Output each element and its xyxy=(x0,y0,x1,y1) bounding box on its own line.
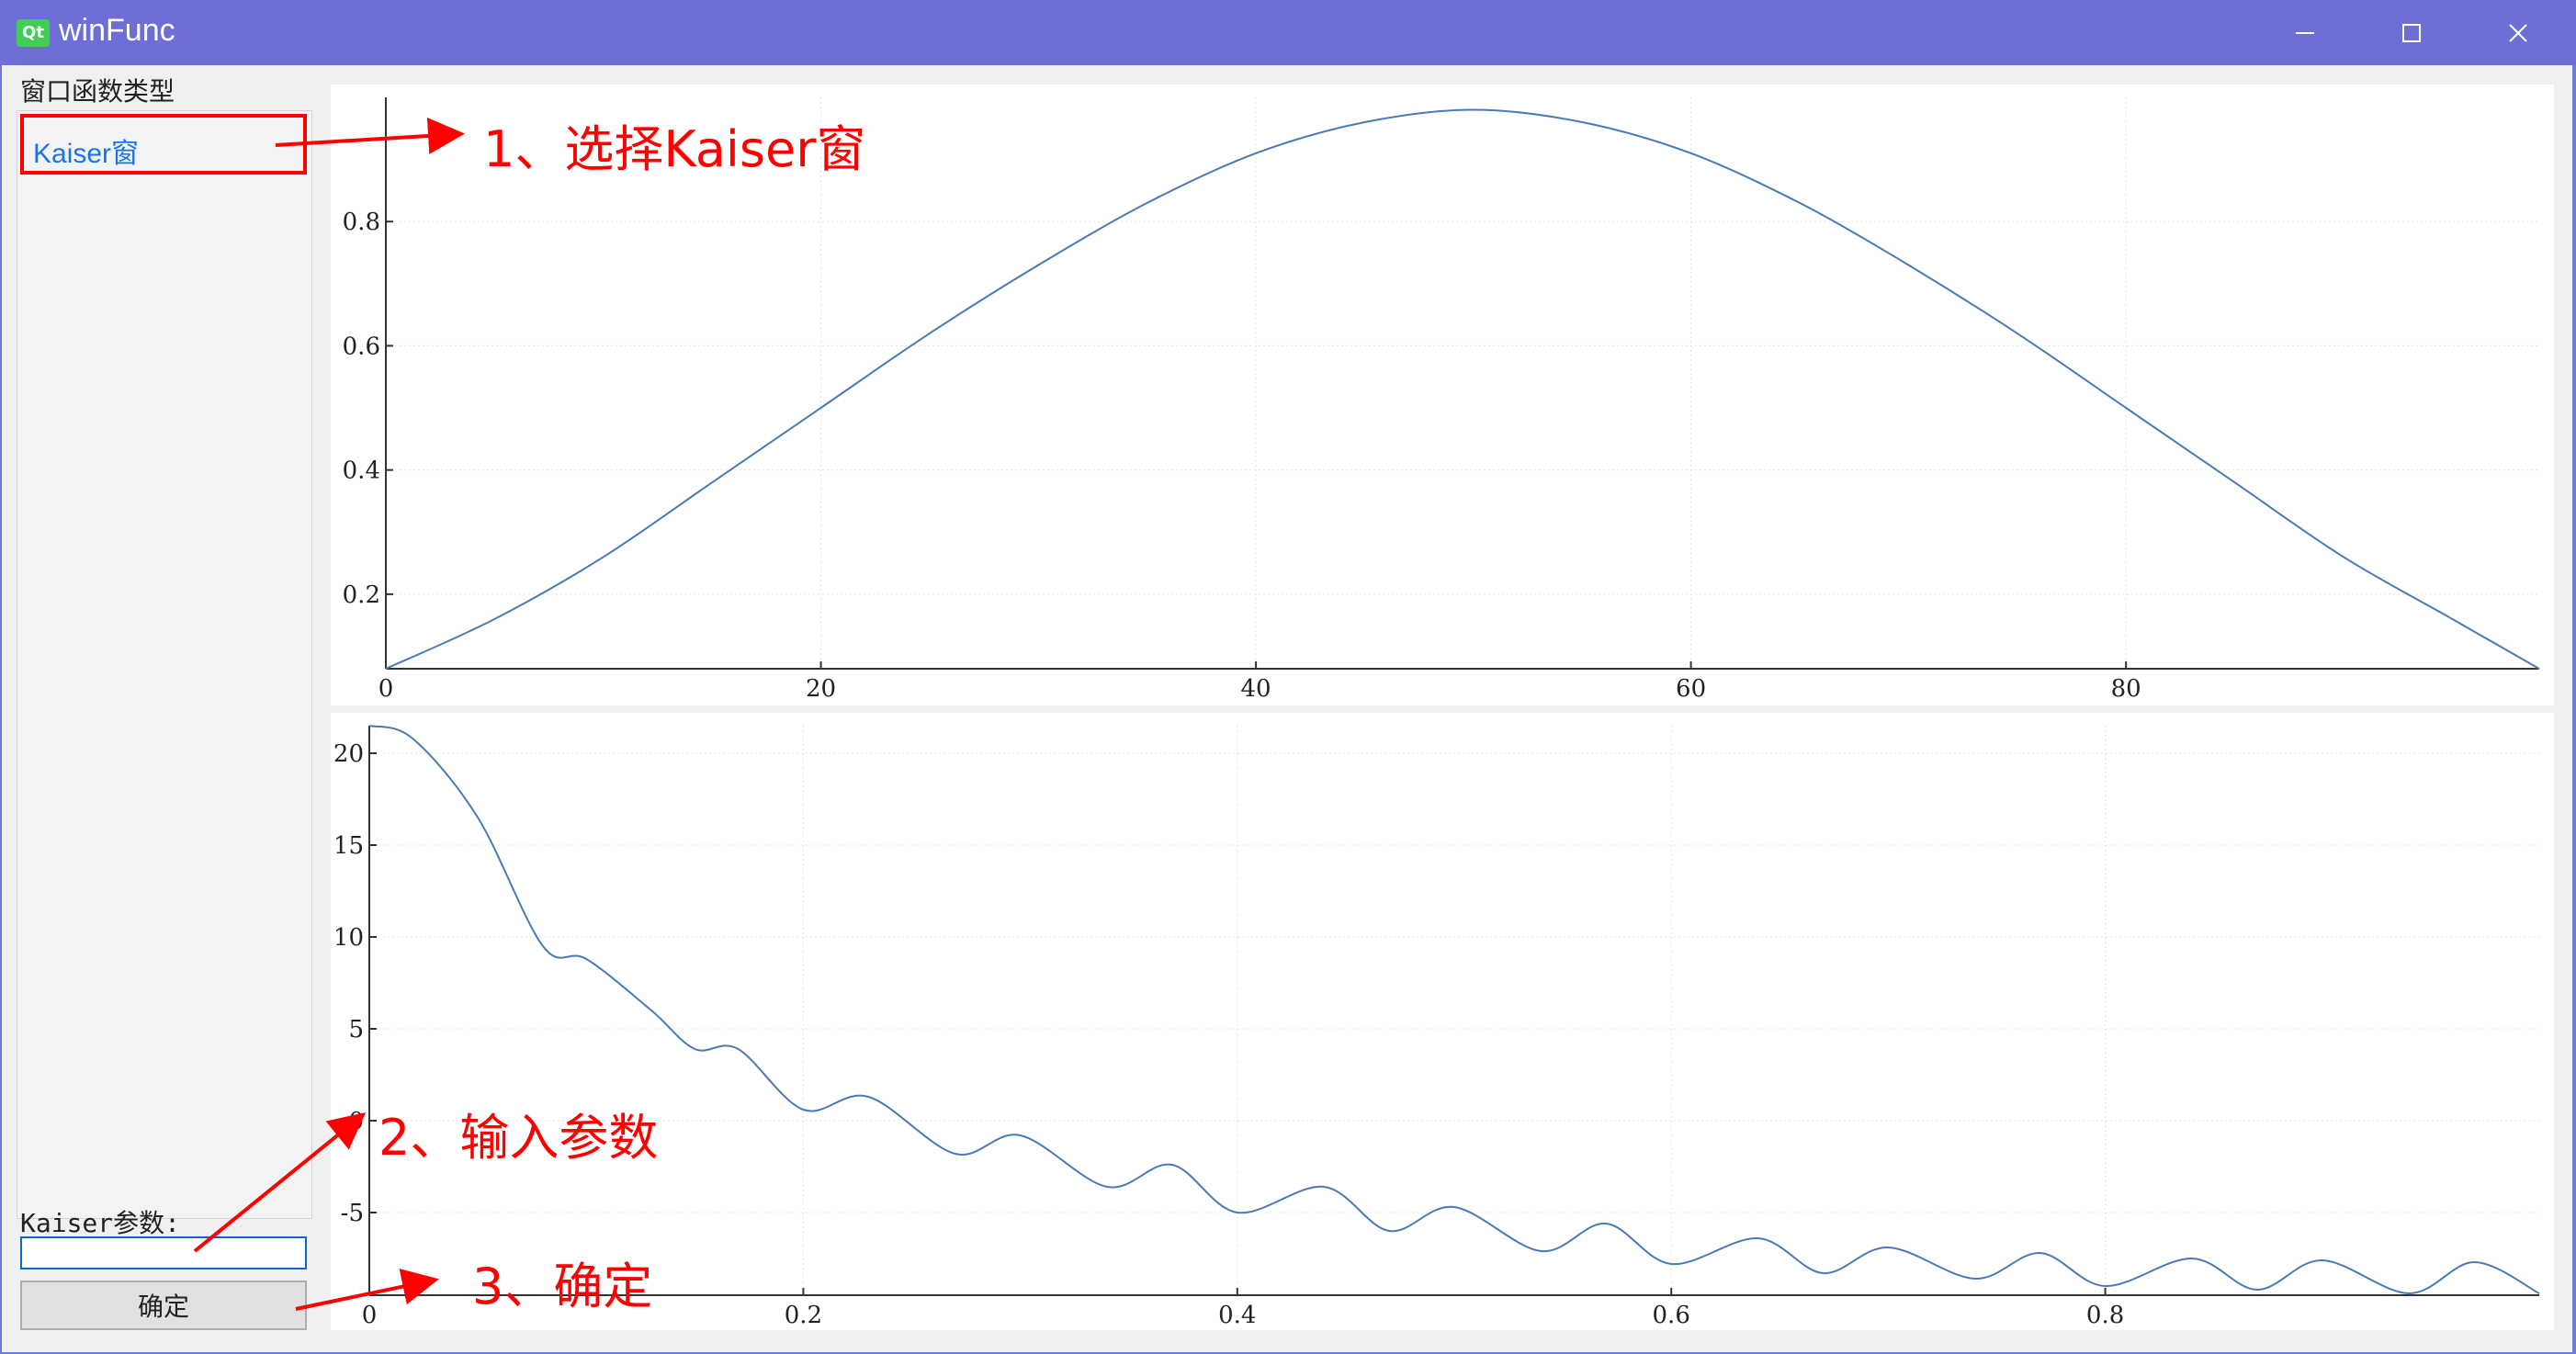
maximize-icon xyxy=(2402,23,2421,42)
y-tick-label: 5 xyxy=(348,1016,364,1044)
x-tick-label: 0.6 xyxy=(1653,1302,1690,1329)
title-bar: Qt winFunc xyxy=(0,0,2576,65)
y-tick-label: 10 xyxy=(333,924,364,952)
x-tick-label: 0 xyxy=(378,675,394,703)
confirm-button[interactable]: 确定 xyxy=(20,1281,307,1330)
annotation-step2: 2、输入参数 xyxy=(378,1109,659,1167)
y-tick-label: -5 xyxy=(341,1200,364,1227)
kaiser-param-label: Kaiser参数: xyxy=(20,1208,181,1238)
y-tick-label: 0.8 xyxy=(343,209,380,236)
y-tick-label: 0.4 xyxy=(343,457,380,485)
minimize-icon xyxy=(2296,31,2314,34)
qt-app-icon: Qt xyxy=(17,19,50,47)
x-tick-label: 40 xyxy=(1241,675,1271,703)
series-line-0 xyxy=(385,108,2540,670)
y-tick-label: 0.6 xyxy=(343,333,380,360)
window-type-list[interactable] xyxy=(17,110,312,1219)
annotation-step3: 3、确定 xyxy=(472,1258,653,1315)
minimize-button[interactable] xyxy=(2254,0,2356,65)
x-tick-label: 0 xyxy=(362,1302,378,1329)
arrow-step3 xyxy=(295,1268,439,1311)
series-line-0 xyxy=(368,725,2540,1295)
frequency-response-chart: 00.20.40.60.820151050-5 xyxy=(333,725,2540,1329)
x-tick-label: 0.2 xyxy=(785,1302,822,1329)
x-tick-label: 80 xyxy=(2111,675,2141,703)
x-tick-label: 60 xyxy=(1676,675,1706,703)
y-tick-label: 20 xyxy=(333,740,364,768)
list-item-kaiser[interactable]: Kaiser窗 xyxy=(33,139,140,169)
x-tick-label: 20 xyxy=(806,675,836,703)
close-icon xyxy=(2509,23,2527,42)
time-domain-plot[interactable]: 0 20 40 60 80 0.2 0.4 0.6 0.8 xyxy=(331,85,2554,705)
window-type-label: 窗口函数类型 xyxy=(20,76,175,107)
frequency-response-plot[interactable]: 00.20.40.60.820151050-5 xyxy=(331,713,2554,1330)
x-tick-label: 0.8 xyxy=(2086,1302,2124,1329)
arrow-step1 xyxy=(275,117,465,154)
kaiser-param-input[interactable] xyxy=(20,1236,307,1269)
time-domain-chart: 0 20 40 60 80 0.2 0.4 0.6 0.8 xyxy=(343,97,2540,703)
annotation-step1: 1、选择Kaiser窗 xyxy=(483,120,866,178)
y-tick-label: 0.2 xyxy=(343,581,380,609)
close-button[interactable] xyxy=(2468,0,2569,65)
x-tick-label: 0.4 xyxy=(1218,1302,1256,1329)
window-title: winFunc xyxy=(59,13,175,48)
arrow-step2 xyxy=(193,1111,367,1253)
maximize-button[interactable] xyxy=(2361,0,2462,65)
y-tick-label: 15 xyxy=(333,832,364,860)
